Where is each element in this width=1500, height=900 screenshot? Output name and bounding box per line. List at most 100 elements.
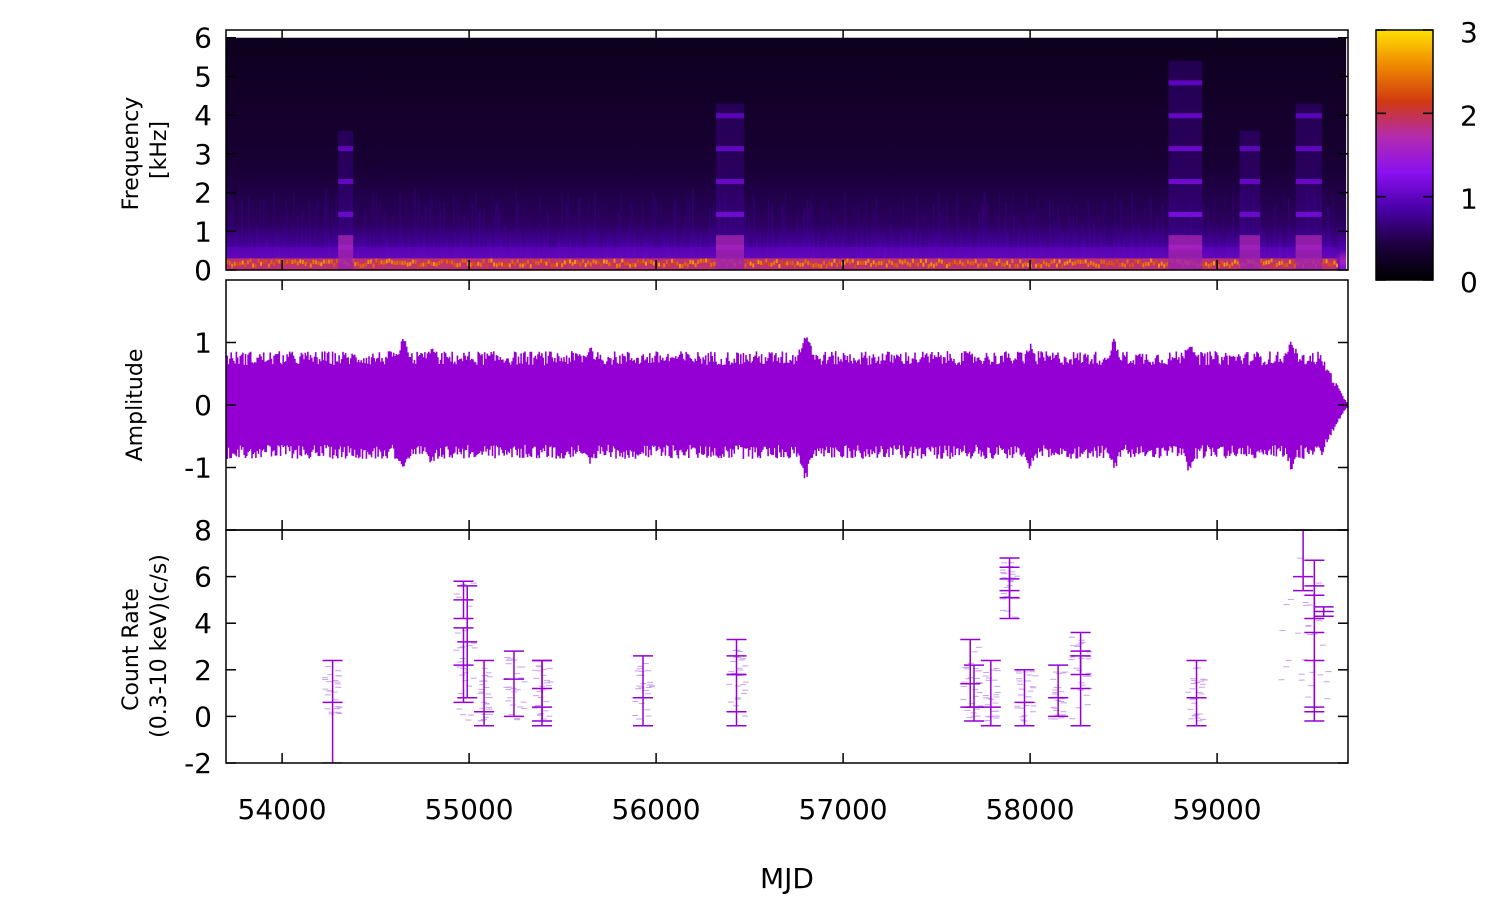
x-axis-ticks: 54000 55000 56000 57000 58000 59000 [238, 30, 1262, 826]
spectrogram-texture [863, 217, 866, 270]
low-frequency-speckle [571, 261, 574, 266]
spectrogram-y-tick-label: 0 [194, 254, 212, 287]
episode-harmonic [1239, 179, 1261, 185]
low-frequency-speckle [794, 263, 797, 268]
spectrogram-ylabel: Frequency [kHz] [119, 90, 172, 211]
spectrogram-texture [1220, 218, 1223, 270]
spectrogram-texture [717, 189, 720, 270]
low-frequency-speckle [550, 263, 553, 268]
spectrogram-texture [939, 213, 942, 270]
spectrogram-texture [1032, 212, 1034, 270]
spectrogram-texture [475, 193, 477, 270]
low-frequency-speckle [252, 263, 255, 268]
low-frequency-speckle [1011, 258, 1014, 263]
spectrogram-texture [417, 196, 420, 270]
count-rate-point [532, 659, 553, 722]
colorbar-gradient [1375, 29, 1434, 281]
spectrogram-texture [1047, 219, 1049, 270]
low-frequency-speckle [519, 263, 522, 268]
spectrogram-texture [1091, 220, 1093, 270]
spectrogram-texture [685, 198, 688, 270]
low-frequency-speckle [1328, 262, 1331, 267]
count-rate-point [1070, 655, 1091, 727]
low-frequency-speckle [1006, 260, 1009, 265]
low-frequency-speckle [1061, 264, 1064, 269]
spectrogram-texture [1274, 203, 1277, 270]
spectrogram-texture [922, 217, 925, 270]
low-frequency-speckle [1202, 263, 1205, 268]
low-frequency-speckle [1074, 261, 1077, 266]
spectrogram-texture [582, 220, 585, 270]
low-frequency-speckle [1087, 263, 1090, 268]
low-frequency-speckle [820, 264, 823, 269]
colorbar-ticks: 0 1 2 3 [1376, 16, 1478, 299]
low-frequency-speckle [833, 258, 836, 263]
spectrogram-texture [831, 210, 834, 270]
low-frequency-speckle [1160, 261, 1163, 266]
low-frequency-speckle [568, 259, 571, 264]
low-frequency-speckle [537, 261, 540, 266]
low-frequency-speckle [330, 259, 333, 264]
low-frequency-speckle [746, 259, 749, 264]
spectrogram-texture [284, 199, 287, 270]
count-rate-y-ticks: -2 0 2 4 6 8 [184, 514, 1348, 780]
count-rate-y-tick-label: 0 [194, 700, 212, 733]
spectrogram-texture [724, 191, 726, 270]
spectrogram-texture [560, 193, 563, 270]
low-frequency-speckle [1055, 263, 1058, 268]
spectrogram-texture [1282, 192, 1285, 270]
episode-base [1239, 235, 1261, 270]
low-frequency-speckle [673, 261, 676, 266]
count-rate-point [322, 659, 343, 763]
low-frequency-speckle [1105, 262, 1108, 267]
low-frequency-speckle [749, 261, 752, 266]
spectrogram-y-tick-label: 6 [194, 22, 212, 55]
low-frequency-speckle [610, 262, 613, 267]
low-frequency-speckle [922, 262, 925, 267]
spectrogram-texture [683, 215, 686, 270]
low-frequency-speckle [600, 262, 603, 267]
spectrogram-texture [840, 217, 842, 270]
spectrogram-texture [744, 207, 746, 270]
low-frequency-speckle [417, 264, 420, 269]
spectrogram-texture [1011, 190, 1014, 270]
low-frequency-speckle [911, 258, 914, 263]
spectrogram-texture [480, 210, 482, 270]
spectrogram-texture [438, 198, 440, 270]
spectrogram-texture [286, 209, 289, 270]
count-rate-point [457, 585, 478, 699]
spectrogram-texture [229, 211, 231, 270]
spectrogram-ylabel-line2: [kHz] [147, 121, 172, 179]
low-frequency-speckle [1260, 258, 1263, 263]
spectrogram-texture [1287, 197, 1290, 270]
episode-harmonic [1295, 113, 1322, 119]
low-frequency-speckle [453, 262, 456, 267]
spectrogram-heatmap [226, 37, 1347, 270]
spectrogram-texture [239, 203, 242, 270]
spectrogram-texture [852, 197, 854, 270]
spectrogram-texture [377, 207, 380, 270]
spectrogram-texture [1025, 190, 1028, 270]
low-frequency-speckle [474, 263, 477, 268]
spectrogram-texture [1207, 209, 1209, 270]
spectrogram-texture [330, 221, 332, 270]
low-frequency-speckle [616, 263, 619, 268]
spectrogram-texture [702, 214, 704, 270]
low-frequency-speckle [294, 259, 297, 264]
low-frequency-speckle [566, 259, 569, 264]
spectrogram-texture [1144, 207, 1147, 270]
low-frequency-speckle [1100, 259, 1103, 264]
low-frequency-speckle [385, 259, 388, 264]
low-frequency-speckle [401, 260, 404, 265]
low-frequency-speckle [1228, 264, 1231, 269]
count-rate-point [960, 638, 981, 708]
low-frequency-speckle [602, 259, 605, 264]
low-frequency-speckle [757, 259, 760, 264]
spectrogram-texture [1326, 207, 1329, 270]
count-rate-point [503, 650, 524, 718]
spectrogram-texture [295, 222, 297, 270]
low-frequency-speckle [1273, 263, 1276, 268]
low-frequency-speckle [1103, 259, 1106, 264]
spectrogram-texture [1075, 204, 1078, 270]
low-frequency-speckle [506, 262, 509, 267]
